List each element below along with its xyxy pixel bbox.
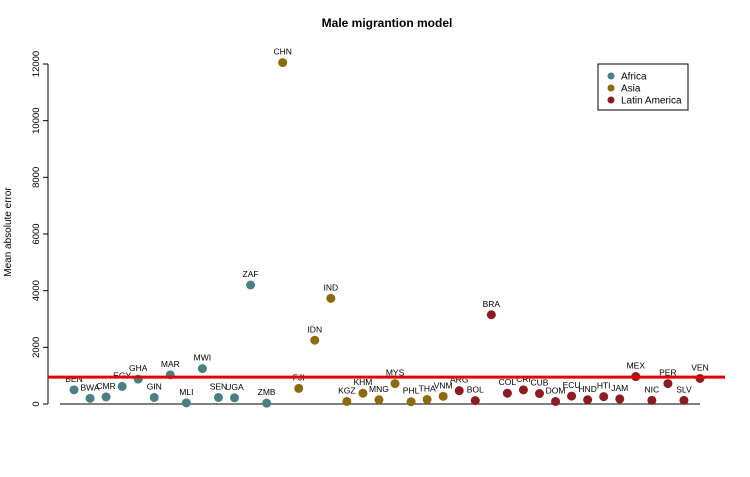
data-point — [197, 364, 207, 374]
data-point-label: PHL — [403, 386, 420, 396]
data-point — [342, 396, 352, 406]
data-point-label: GHA — [129, 363, 148, 373]
data-point — [551, 396, 561, 406]
data-point-label: MWI — [194, 353, 211, 363]
data-point-label: BOL — [467, 385, 484, 395]
data-point-label: ARG — [450, 375, 468, 385]
data-point-label: THA — [419, 383, 436, 393]
data-point — [647, 395, 657, 405]
data-point — [615, 394, 625, 404]
data-point-label: IDN — [307, 324, 322, 334]
data-point-label: UGA — [225, 382, 244, 392]
data-point-label: HTI — [597, 381, 611, 391]
data-point-label: VEN — [691, 363, 708, 373]
data-point-label: BEN — [65, 374, 82, 384]
data-point-label: CHN — [273, 47, 291, 57]
data-point — [422, 394, 432, 404]
data-point — [246, 280, 256, 290]
data-point — [358, 388, 368, 398]
data-point — [374, 395, 384, 405]
data-point-label: CRI — [516, 374, 531, 384]
y-tick-label: 6000 — [31, 223, 42, 244]
legend-marker — [607, 72, 615, 80]
data-point — [117, 381, 127, 391]
data-point — [438, 391, 448, 401]
y-tick-label: 12000 — [31, 51, 42, 77]
data-point — [679, 395, 689, 405]
data-point — [310, 335, 320, 345]
y-tick-label: 0 — [31, 401, 42, 406]
data-point-label: ZAF — [243, 269, 259, 279]
data-point-label: MAR — [161, 359, 180, 369]
legend-entry: Latin America — [621, 96, 682, 107]
legend-marker — [607, 84, 615, 92]
data-point-label: DOM — [546, 385, 566, 395]
data-point — [502, 388, 512, 398]
data-point — [518, 385, 528, 395]
data-point — [230, 393, 240, 403]
chart-title: Male migrantion model — [322, 16, 453, 30]
y-ticks: 0 2000 4000 6000 8000 10000 12000 — [31, 51, 48, 407]
data-point-label: GIN — [147, 381, 162, 391]
data-point — [470, 396, 480, 406]
y-tick-label: 4000 — [31, 280, 42, 301]
data-point-label: MLI — [179, 387, 193, 397]
data-point-label: CUB — [531, 378, 549, 388]
data-point — [454, 386, 464, 396]
data-point — [406, 397, 416, 407]
y-tick-label: 2000 — [31, 337, 42, 358]
data-point — [390, 379, 400, 389]
legend-entry: Africa — [621, 72, 647, 83]
data-point — [663, 379, 673, 389]
data-point — [486, 310, 496, 320]
data-point-label: KHM — [353, 377, 372, 387]
y-tick-label: 10000 — [31, 107, 42, 133]
data-point-label: NIC — [645, 384, 660, 394]
data-point-label: IND — [324, 282, 339, 292]
data-point — [181, 398, 191, 408]
data-point — [101, 392, 111, 402]
data-point — [534, 389, 544, 399]
data-point — [583, 395, 593, 405]
data-point — [149, 392, 159, 402]
data-point-label: JAM — [611, 383, 628, 393]
data-point — [69, 385, 79, 395]
data-point-label: MYS — [386, 368, 405, 378]
data-point — [294, 383, 304, 393]
data-point-label: MEX — [627, 361, 646, 371]
data-point — [278, 58, 288, 68]
data-point-label: ZMB — [258, 387, 276, 397]
data-point-label: ECU — [563, 380, 581, 390]
data-point — [85, 393, 95, 403]
legend-marker — [607, 96, 615, 104]
data-point — [567, 391, 577, 401]
data-point — [599, 392, 609, 402]
legend-entry: Asia — [621, 84, 641, 95]
data-point-label: PER — [659, 368, 676, 378]
data-point — [326, 293, 336, 303]
y-axis-label: Mean absolute error — [3, 187, 14, 277]
data-point-label: EGY — [113, 370, 131, 380]
data-point-label: HND — [578, 384, 596, 394]
data-point-label: SLV — [676, 384, 692, 394]
data-point — [262, 398, 272, 408]
data-point — [213, 392, 223, 402]
data-point-label: VNM — [434, 380, 453, 390]
y-tick-label: 8000 — [31, 167, 42, 188]
data-point-label: CMR — [96, 381, 115, 391]
data-point-label: BWA — [81, 382, 100, 392]
data-point-label: COL — [499, 377, 517, 387]
data-point-label: BRA — [483, 299, 501, 309]
data-point-label: KGZ — [338, 385, 355, 395]
data-point-label: MNG — [369, 384, 389, 394]
data-point-label: SEN — [210, 381, 227, 391]
